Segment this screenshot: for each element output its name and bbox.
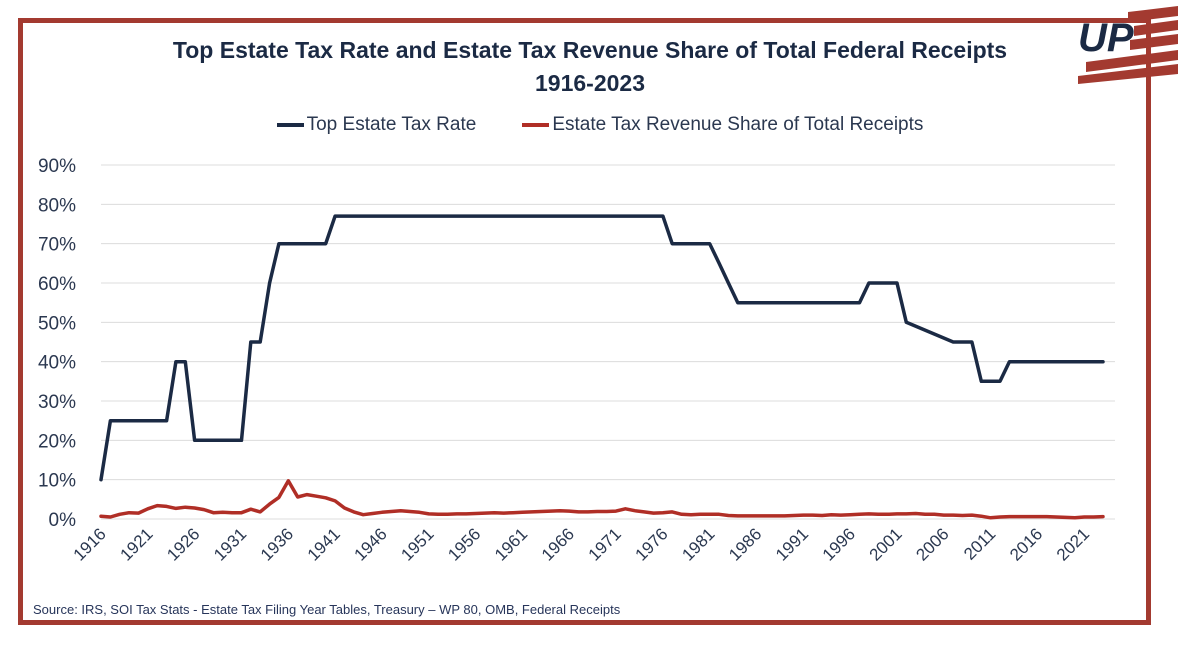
y-axis: 0% 10% 20% 30% 40% 50% 60% 70% 80% 90%: [38, 156, 76, 531]
y-tick-label: 10%: [38, 471, 76, 492]
x-tick-label: 1936: [257, 524, 297, 564]
x-tick-label: 2021: [1053, 524, 1093, 564]
legend-swatch-top-rate: [276, 123, 304, 127]
gridlines: [101, 164, 1115, 520]
series-line-top-rate: [99, 214, 1105, 482]
x-tick-label: 2001: [866, 524, 906, 564]
x-tick-label: 1946: [351, 524, 391, 564]
logo-text: UP: [1078, 16, 1134, 60]
y-tick-label: 0%: [49, 510, 77, 531]
y-tick-label: 90%: [38, 156, 76, 177]
x-tick-label: 2011: [960, 524, 999, 563]
y-tick-label: 50%: [38, 313, 76, 334]
chart-title: Top Estate Tax Rate and Estate Tax Reven…: [0, 34, 1180, 100]
x-tick-label: 1981: [678, 524, 718, 564]
y-tick-label: 70%: [38, 235, 76, 256]
chart-title-line-1: Top Estate Tax Rate and Estate Tax Reven…: [172, 37, 1008, 63]
series-line-revenue-share: [99, 479, 1105, 520]
x-axis: 1916 1921 1926 1931 1936 1941 1946 1951 1956 1961…: [70, 524, 1093, 564]
x-tick-label: 1941: [304, 524, 344, 564]
x-tick-label: 1921: [116, 524, 156, 564]
x-tick-label: 1986: [725, 524, 765, 564]
chart-frame: [18, 18, 1151, 625]
source-note: Source: IRS, SOI Tax Stats - Estate Tax …: [33, 602, 621, 617]
x-tick-label: 1966: [538, 524, 578, 564]
x-tick-label: 1931: [210, 524, 250, 564]
legend-label-revenue-share: Estate Tax Revenue Share of Total Receip…: [552, 114, 924, 135]
x-tick-label: 1991: [772, 524, 812, 564]
x-tick-label: 1961: [491, 524, 531, 564]
x-tick-label: 1996: [819, 524, 859, 564]
x-tick-label: 1951: [397, 524, 437, 564]
series-lines: [99, 214, 1105, 520]
up-logo: UP: [1078, 6, 1178, 84]
x-tick-label: 1956: [444, 524, 484, 564]
x-tick-label: 1976: [632, 524, 672, 564]
x-tick-label: 2016: [1006, 524, 1046, 564]
y-tick-label: 60%: [38, 274, 76, 295]
logo-stripes: [1078, 6, 1178, 84]
x-tick-label: 1926: [163, 524, 203, 564]
y-tick-label: 20%: [38, 431, 76, 452]
chart-legend: Top Estate Tax Rate Estate Tax Revenue S…: [0, 114, 1200, 136]
x-tick-label: 1971: [585, 524, 625, 564]
legend-swatch-revenue-share: [522, 123, 550, 127]
y-tick-label: 30%: [38, 392, 76, 413]
y-tick-label: 40%: [38, 353, 76, 374]
x-tick-label: 2006: [912, 524, 952, 564]
y-tick-label: 80%: [38, 195, 76, 216]
chart-title-line-2: 1916-2023: [535, 70, 645, 96]
legend-item-top-rate: Top Estate Tax Rate: [276, 114, 477, 136]
legend-item-revenue-share: Estate Tax Revenue Share of Total Receip…: [522, 114, 923, 136]
legend-label-top-rate: Top Estate Tax Rate: [306, 114, 477, 135]
